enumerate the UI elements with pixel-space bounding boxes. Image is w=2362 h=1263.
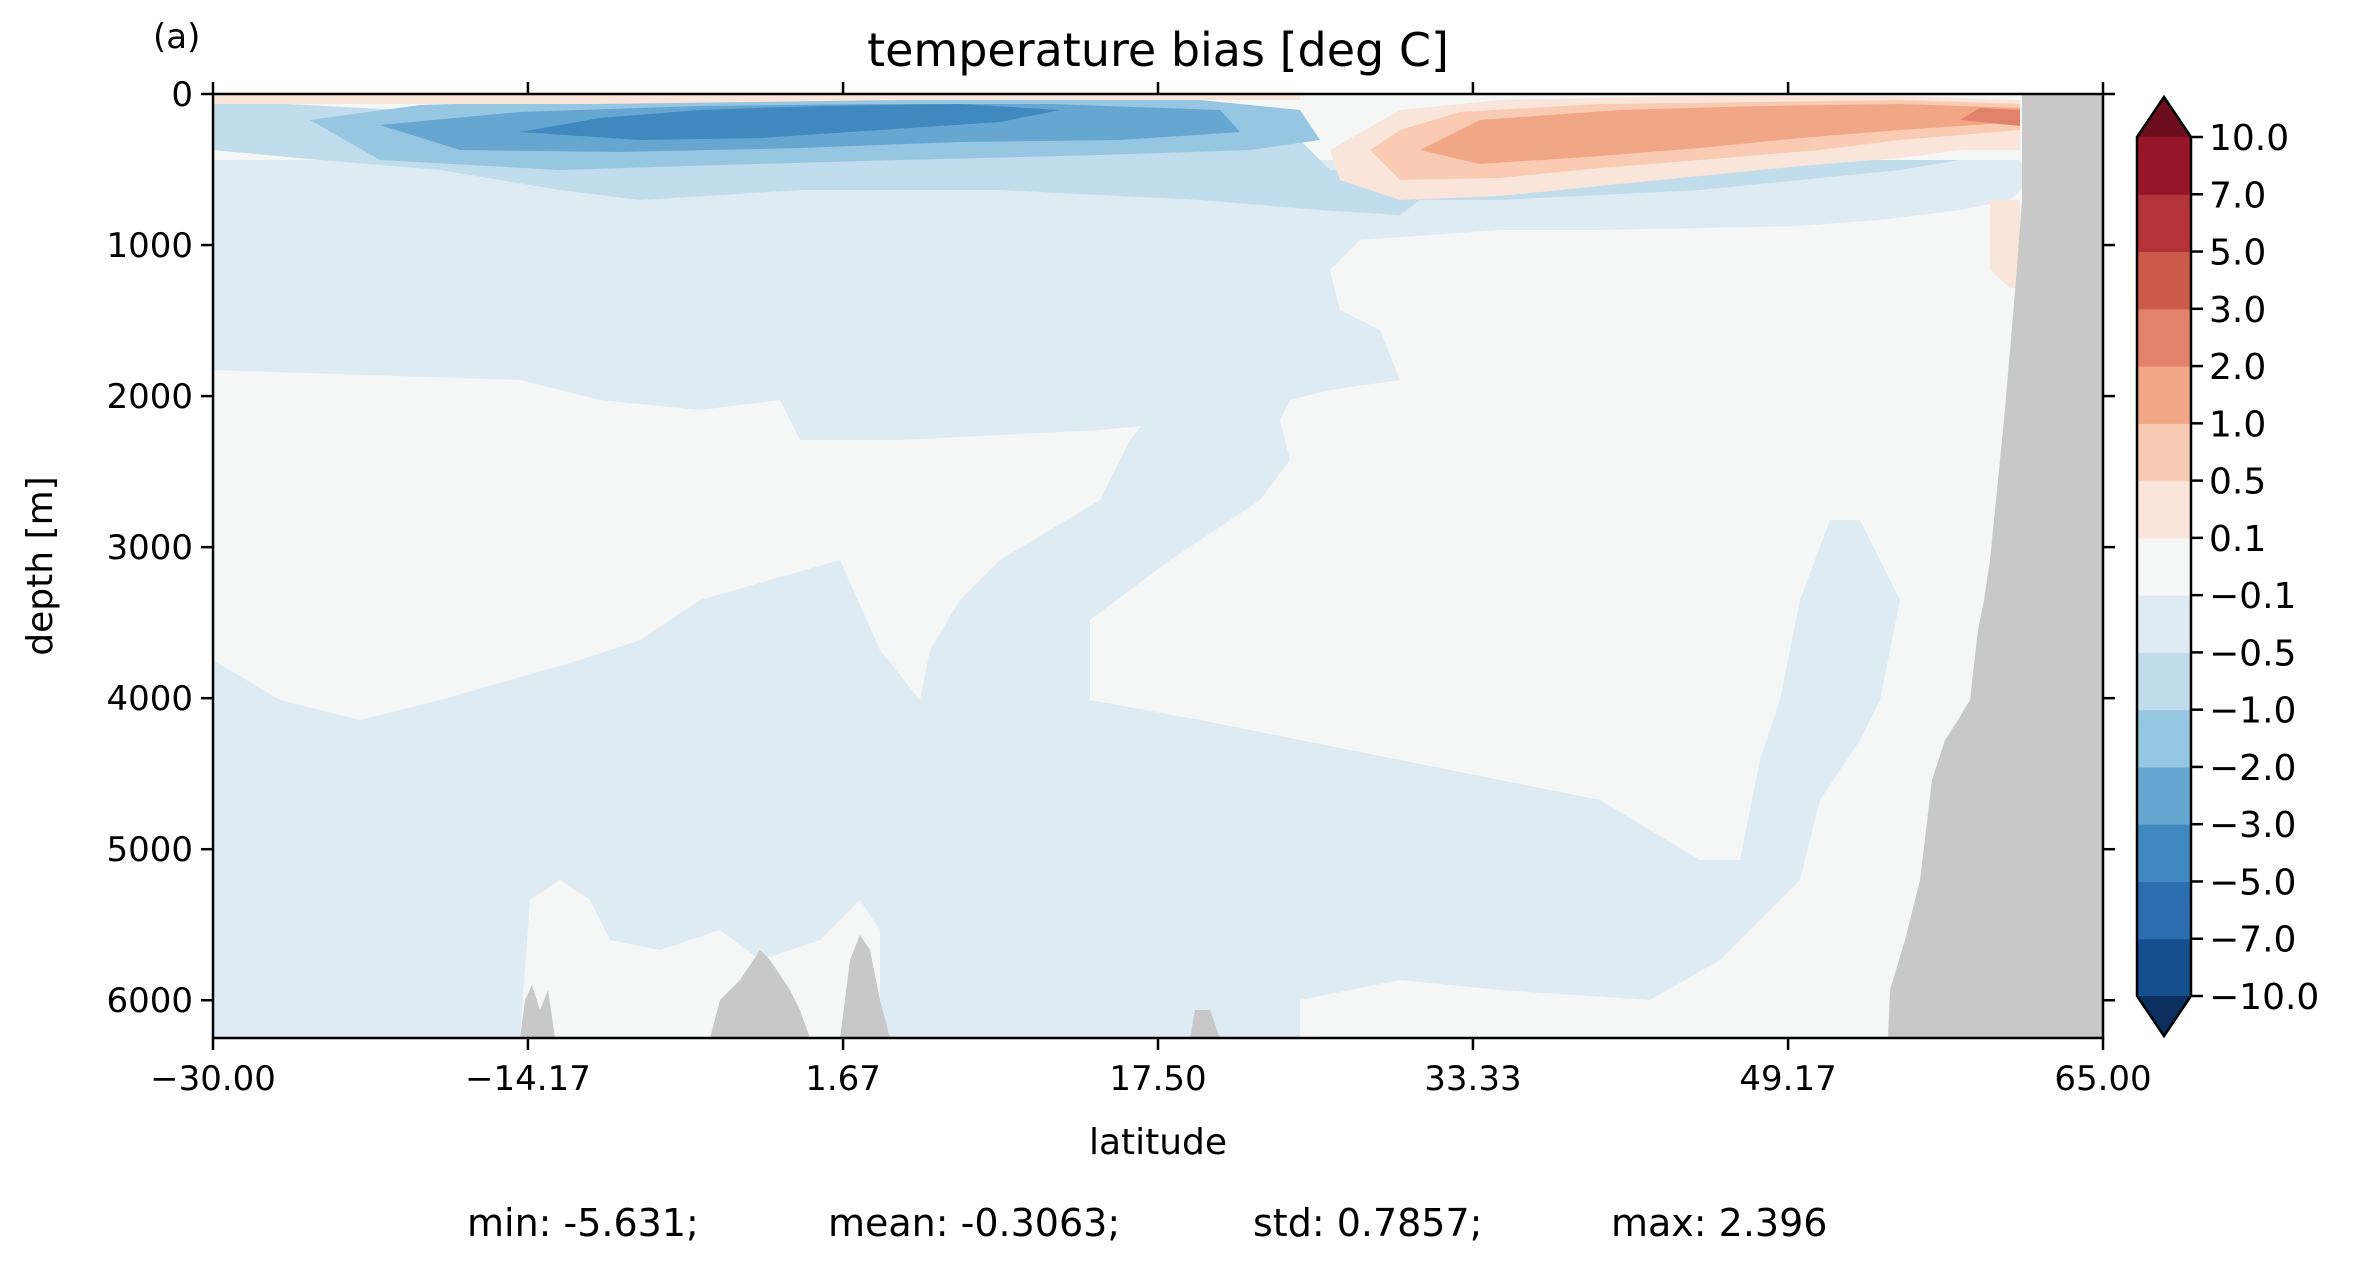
y-tick-label: 5000 (106, 830, 193, 870)
colorbar-segment (2137, 366, 2191, 424)
colorbar-tick-label: 0.1 (2209, 519, 2266, 560)
colorbar-extend-over (2137, 97, 2191, 137)
x-tick-label: 49.17 (1739, 1059, 1836, 1099)
colorbar-segment (2137, 480, 2191, 539)
colorbar-extend-under (2137, 996, 2191, 1036)
colorbar: −10.0 −7.0 −5.0 −3.0 −2.0 −1.0 −0.5 −0.1 0.1 0.5 1… (2135, 94, 2319, 1039)
colorbar-tick-label: −7.0 (2209, 920, 2296, 961)
colorbar-segment (2137, 194, 2191, 253)
y-tick-label: 1000 (106, 226, 193, 266)
colorbar-tick-label: −5.0 (2209, 862, 2296, 903)
contour-region-neg-0-1-upper (213, 160, 2030, 440)
colorbar-tick-label: 3.0 (2209, 290, 2266, 331)
y-tick-label: 3000 (106, 528, 193, 568)
contour-region-neg-0-1-deep (213, 380, 1900, 1038)
colorbar-tick-label: 7.0 (2209, 175, 2266, 216)
colorbar-segment (2137, 595, 2191, 653)
y-tick-label: 0 (171, 75, 193, 115)
stat-mean: mean: -0.3063; (828, 1201, 1120, 1245)
land-mask-bottom-c (840, 935, 890, 1038)
x-tick-label: 33.33 (1424, 1059, 1521, 1099)
panel-label: (a) (153, 17, 200, 57)
y-tick-label: 2000 (106, 377, 193, 417)
colorbar-segment (2137, 423, 2191, 482)
colorbar-segment (2137, 938, 2191, 997)
land-mask-eastern-boundary (1888, 94, 2103, 1038)
colorbar-segment (2137, 881, 2191, 940)
colorbar-tick-label: 2.0 (2209, 347, 2266, 388)
colorbar-segment (2137, 251, 2191, 310)
stat-min: min: -5.631; (467, 1201, 699, 1245)
colorbar-segment (2137, 766, 2191, 825)
y-axis: 0 1000 2000 3000 4000 5000 6000 (106, 75, 2115, 1021)
land-mask-bottom-b (710, 950, 810, 1038)
colorbar-tick-label: 10.0 (2209, 118, 2289, 159)
colorbar-segment (2137, 652, 2191, 711)
colorbar-tick-label: −10.0 (2209, 977, 2319, 1018)
x-axis-label: latitude (1089, 1122, 1227, 1163)
contour-region-neg-3 (520, 104, 1060, 140)
stat-max: max: 2.396 (1611, 1201, 1827, 1245)
colorbar-tick-label: −3.0 (2209, 805, 2296, 846)
contour-region-surface-pos (213, 94, 1300, 104)
x-tick-label: 1.67 (805, 1059, 881, 1099)
x-axis: −30.00 −14.17 1.67 17.50 33.33 49.17 65.00 (150, 82, 2152, 1099)
contour-plot-area: −30.00 −14.17 1.67 17.50 33.33 49.17 65.00 0 10… (106, 75, 2151, 1099)
colorbar-segment (2137, 709, 2191, 768)
land-mask (520, 94, 2103, 1038)
colorbar-tick-label: −1.0 (2209, 691, 2296, 732)
contour-region-pos-2 (1960, 108, 2020, 126)
y-tick-label: 4000 (106, 679, 193, 719)
stat-std: std: 0.7857; (1253, 1201, 1482, 1245)
land-mask-bottom-a (520, 985, 555, 1038)
colorbar-tick-label: 1.0 (2209, 404, 2266, 445)
colorbar-tick-label: 0.5 (2209, 462, 2266, 503)
colorbar-segment (2137, 824, 2191, 882)
land-mask-bottom-d (1190, 1010, 1220, 1038)
x-tick-label: 17.50 (1109, 1059, 1206, 1099)
colorbar-segment (2137, 308, 2191, 367)
chart-title: temperature bias [deg C] (867, 23, 1449, 77)
contour-region-pos-highlat (1990, 200, 2020, 288)
y-tick-label: 6000 (106, 981, 193, 1021)
colorbar-tick-label: 5.0 (2209, 233, 2266, 274)
x-tick-label: −30.00 (150, 1059, 276, 1099)
colorbar-segment (2137, 537, 2191, 596)
x-tick-label: 65.00 (2054, 1059, 2151, 1099)
x-tick-label: −14.17 (465, 1059, 591, 1099)
colorbar-segment (2137, 137, 2191, 195)
y-axis-label: depth [m] (20, 476, 61, 655)
colorbar-tick-label: −2.0 (2209, 748, 2296, 789)
colorbar-tick-label: −0.1 (2209, 576, 2296, 617)
colorbar-tick-label: −0.5 (2209, 633, 2296, 674)
contour-region-pos-1 (1420, 104, 2020, 164)
